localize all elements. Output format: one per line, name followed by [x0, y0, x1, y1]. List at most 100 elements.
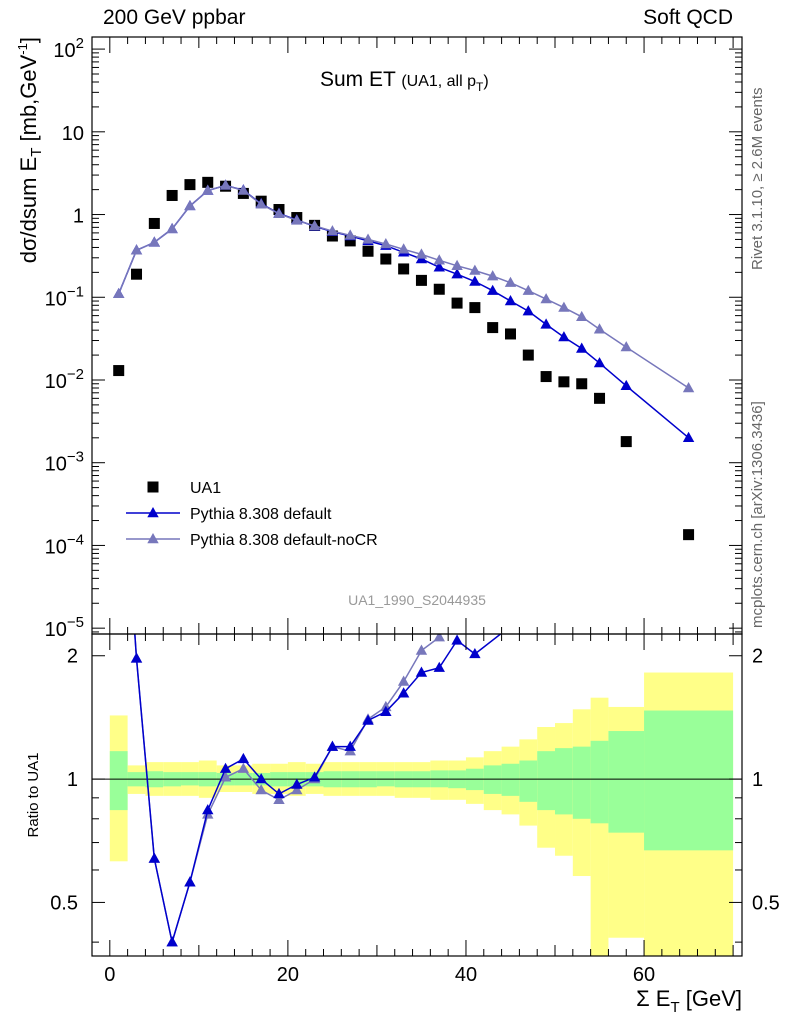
- point-pythia-8-308-default: [433, 261, 445, 272]
- ratio-line-pythia-8-308-default: [134, 634, 502, 943]
- point-ua1: [576, 378, 588, 390]
- point-ua1: [451, 297, 463, 309]
- ratio-point-pythia-8-308-default: [166, 936, 178, 947]
- point-pythia-8-308-default-nocr: [202, 184, 214, 195]
- ratio-y-tick-label: 1: [752, 769, 763, 791]
- ratio-point-pythia-8-308-default-nocr: [433, 634, 445, 642]
- ratio-y-tick-label: 0.5: [752, 892, 780, 914]
- x-tick-label: 60: [633, 964, 655, 986]
- point-ua1: [326, 230, 338, 242]
- y-tick-label: 10−5: [45, 614, 84, 641]
- point-ua1: [131, 268, 143, 280]
- point-pythia-8-308-default-nocr: [344, 229, 356, 240]
- point-pythia-8-308-default-nocr: [362, 233, 374, 244]
- y-tick-label: 10−4: [45, 531, 84, 558]
- line-pythia-8-308-default-nocr: [118, 184, 690, 389]
- legend-label-pythia-8-308-default: Pythia 8.308 default: [190, 506, 332, 523]
- y-tick-label: 10: [62, 123, 84, 145]
- point-pythia-8-308-default-nocr: [166, 222, 178, 234]
- point-ua1: [148, 217, 160, 229]
- point-pythia-8-308-default: [486, 284, 499, 295]
- point-pythia-8-308-default-nocr: [415, 248, 428, 259]
- legend-marker-ua1: [147, 481, 159, 493]
- point-ua1: [540, 371, 552, 383]
- ratio-point-pythia-8-308-default: [451, 634, 463, 645]
- point-ua1: [380, 253, 392, 265]
- ratio-point-pythia-8-308-default-nocr: [113, 392, 124, 402]
- point-pythia-8-308-default-nocr: [451, 259, 463, 271]
- point-ua1: [504, 328, 516, 340]
- x-axis-label: Σ ET [GeV]: [636, 986, 742, 1016]
- header-left: 200 GeV ppbar: [103, 6, 246, 29]
- point-ua1: [166, 189, 178, 201]
- point-ua1: [202, 176, 214, 188]
- band-inner: [519, 760, 538, 802]
- legend-marker-pythia-8-308-default-nocr: [147, 533, 159, 544]
- ratio-line-pythia-8-308-default-nocr: [134, 634, 442, 943]
- point-pythia-8-308-default: [540, 318, 552, 329]
- point-pythia-8-308-default-nocr: [291, 214, 303, 225]
- ratio-y-tick-label: 2: [67, 646, 78, 668]
- point-pythia-8-308-default-nocr: [504, 276, 517, 287]
- point-pythia-8-308-default-nocr: [113, 287, 125, 299]
- rivet-label: Rivet 3.1.10, ≥ 2.6M events: [749, 87, 766, 271]
- point-pythia-8-308-default-nocr: [486, 270, 499, 281]
- ratio-point-pythia-8-308-default: [380, 705, 392, 716]
- point-ua1: [620, 436, 632, 448]
- point-ua1: [522, 349, 534, 361]
- point-pythia-8-308-default-nocr: [433, 254, 445, 265]
- ratio-point-pythia-8-308-default: [273, 787, 285, 799]
- x-tick-label: 0: [104, 964, 115, 986]
- point-pythia-8-308-default-nocr: [576, 310, 588, 322]
- point-pythia-8-308-default-nocr: [380, 238, 392, 249]
- ratio-y-tick-label: 0.5: [50, 892, 78, 914]
- point-pythia-8-308-default-nocr: [130, 244, 143, 255]
- point-pythia-8-308-default-nocr: [593, 323, 606, 334]
- band-inner: [608, 731, 645, 833]
- ratio-point-pythia-8-308-default-nocr: [273, 793, 285, 805]
- ratio-point-pythia-8-308-default-nocr: [397, 675, 410, 686]
- point-pythia-8-308-default-nocr: [397, 243, 410, 254]
- point-pythia-8-308-default-nocr: [558, 301, 570, 312]
- band-inner: [501, 763, 520, 796]
- analysis-watermark: UA1_1990_S2044935: [348, 592, 486, 608]
- ratio-point-pythia-8-308-default: [326, 740, 339, 751]
- ratio-y-tick-label: 1: [67, 769, 78, 791]
- ratio-plot-data: [113, 392, 516, 947]
- band-inner: [555, 748, 573, 815]
- band-outer: [590, 697, 609, 956]
- y-axis-label: dσ/dsum ET [mb,GeV-1]: [15, 37, 45, 263]
- point-ua1: [344, 235, 356, 247]
- x-tick-label: 20: [277, 964, 299, 986]
- point-pythia-8-308-default-nocr: [255, 198, 267, 209]
- ratio-point-pythia-8-308-default: [219, 762, 232, 773]
- ratio-point-pythia-8-308-default: [397, 687, 410, 698]
- ratio-point-pythia-8-308-default: [113, 392, 124, 402]
- ratio-point-pythia-8-308-default: [505, 620, 516, 630]
- point-pythia-8-308-default: [682, 431, 695, 443]
- point-ua1: [683, 529, 695, 541]
- point-pythia-8-308-default-nocr: [522, 284, 535, 295]
- band-inner: [537, 751, 556, 811]
- point-pythia-8-308-default-nocr: [273, 207, 285, 219]
- ratio-point-pythia-8-308-default: [344, 740, 356, 751]
- point-ua1: [184, 179, 196, 191]
- y-tick-label: 1: [73, 206, 84, 228]
- ratio-point-pythia-8-308-default: [308, 771, 321, 782]
- legend-marker-pythia-8-308-default: [147, 507, 159, 518]
- point-pythia-8-308-default: [504, 295, 517, 306]
- x-tick-label: 40: [455, 964, 477, 986]
- ratio-point-pythia-8-308-default: [237, 752, 250, 764]
- ratio-point-pythia-8-308-default-nocr: [219, 771, 232, 782]
- mcplots-label: mcplots.cern.ch [arXiv:1306.3436]: [749, 401, 766, 628]
- point-pythia-8-308-default-nocr: [184, 199, 196, 211]
- point-pythia-8-308-default-nocr: [682, 382, 695, 393]
- ratio-y-axis-label: Ratio to UA1: [25, 752, 42, 837]
- ratio-point-pythia-8-308-default-nocr: [415, 644, 428, 655]
- ratio-point-pythia-8-308-default: [415, 666, 428, 677]
- ratio-point-pythia-8-308-default-nocr: [255, 784, 267, 795]
- ratio-point-pythia-8-308-default: [291, 778, 303, 789]
- point-ua1: [398, 263, 410, 275]
- point-pythia-8-308-default-nocr: [308, 219, 321, 231]
- main-plot-data: [113, 176, 695, 541]
